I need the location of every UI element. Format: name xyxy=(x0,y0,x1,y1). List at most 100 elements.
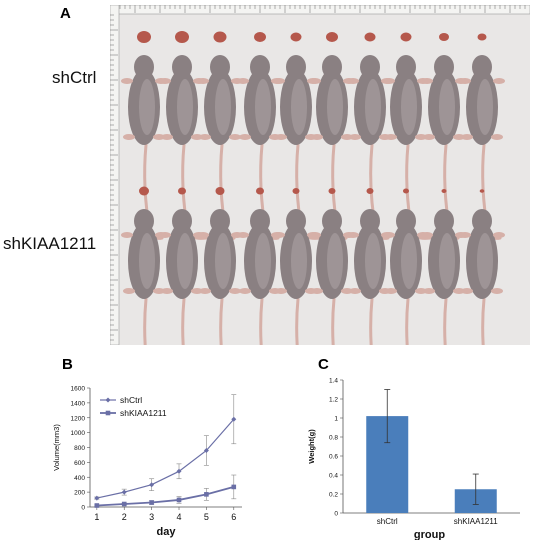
y-tick-label: 0.6 xyxy=(329,454,338,461)
x-tick-label: 1 xyxy=(94,512,99,522)
data-point xyxy=(121,501,127,507)
mouse-paw xyxy=(491,134,503,140)
mouse-paw xyxy=(311,288,323,294)
panel-b-letter: B xyxy=(62,356,73,373)
tumor-shkiaa1211 xyxy=(292,188,300,194)
x-tick-label: shCtrl xyxy=(377,517,398,526)
mouse-belly xyxy=(255,79,271,135)
mouse-paw xyxy=(347,78,359,84)
tumor-shctrl xyxy=(364,32,376,42)
tumor-shctrl xyxy=(477,33,487,41)
mouse-paw xyxy=(423,288,435,294)
mouse-paw xyxy=(461,134,473,140)
x-tick-label: 3 xyxy=(149,512,154,522)
mouse-paw xyxy=(493,78,505,84)
mouse-shkiaa1211-6 xyxy=(309,209,355,345)
mouse-paw xyxy=(161,134,173,140)
mouse-tail xyxy=(331,297,336,345)
panel-a-letter: A xyxy=(60,5,71,22)
mouse-paw xyxy=(239,134,251,140)
y-tick-label: 0 xyxy=(81,505,85,512)
y-tick-label: 0.4 xyxy=(329,473,338,480)
tumor-shctrl xyxy=(439,33,449,41)
y-tick-label: 1.4 xyxy=(329,378,338,385)
mouse-belly xyxy=(401,79,417,135)
data-point xyxy=(204,492,209,497)
mouse-paw xyxy=(199,134,211,140)
mouse-tail xyxy=(143,297,148,345)
mouse-paw xyxy=(309,78,321,84)
mouse-shctrl-8 xyxy=(383,55,432,240)
mouse-tail xyxy=(405,297,410,345)
mouse-paw xyxy=(229,288,241,294)
series-line-shKIAA1211 xyxy=(96,486,235,507)
y-tick-label: 800 xyxy=(74,445,85,452)
data-point xyxy=(94,495,100,501)
tumor-shkiaa1211 xyxy=(403,188,409,194)
mouse-shkiaa1211-10 xyxy=(459,209,505,345)
mouse-paw xyxy=(385,288,397,294)
x-tick-label: 2 xyxy=(122,512,127,522)
group-label-shkiaa1211: shKIAA1211 xyxy=(3,234,97,253)
y-tick-label: 1400 xyxy=(71,400,86,407)
mouse-shkiaa1211-5 xyxy=(273,209,319,345)
tumor-shctrl xyxy=(137,31,151,43)
mouse-belly xyxy=(291,79,307,135)
mouse-belly xyxy=(439,233,455,289)
mouse-paw xyxy=(311,134,323,140)
mouse-paw xyxy=(123,134,135,140)
mouse-tail xyxy=(181,297,186,345)
mouse-shkiaa1211-3 xyxy=(197,209,243,345)
tumor-weight-bar-chart: 0 0.2 0.4 0.6 0.8 1 1.2 1.4 shCtrl shKIAA1211 Weig… xyxy=(307,378,520,540)
mouse-tail xyxy=(481,297,486,345)
mouse-paw xyxy=(159,232,171,238)
ruler-left xyxy=(110,5,120,345)
mouse-belly xyxy=(327,79,343,135)
data-point xyxy=(94,503,100,508)
x-tick-label: 4 xyxy=(177,512,182,522)
y-tick-label: 600 xyxy=(74,460,85,467)
legend-marker xyxy=(105,410,111,416)
group-label-shctrl: shCtrl xyxy=(52,68,97,87)
mouse-paw xyxy=(493,232,505,238)
data-point xyxy=(176,468,182,474)
y-tick-label: 0 xyxy=(334,511,338,518)
y-axis-label: Weight(g) xyxy=(307,429,316,464)
data-point xyxy=(231,484,237,490)
mouse-paw xyxy=(421,78,433,84)
mouse-belly xyxy=(327,233,343,289)
mouse-tail xyxy=(443,297,448,345)
mouse-paw xyxy=(121,232,133,238)
mouse-belly xyxy=(177,233,193,289)
y-axis-label: Volume(mm3) xyxy=(52,424,61,471)
mouse-paw xyxy=(121,78,133,84)
mouse-paw xyxy=(349,134,361,140)
mouse-xenograft-photo xyxy=(110,5,530,345)
mouse-paw xyxy=(197,78,209,84)
mouse-shctrl-6 xyxy=(309,55,355,240)
tumor-shkiaa1211 xyxy=(215,187,225,195)
mouse-belly xyxy=(477,233,493,289)
mouse-tail xyxy=(369,297,374,345)
mouse-paw xyxy=(273,232,285,238)
mouse-paw xyxy=(423,134,435,140)
y-tick-label: 200 xyxy=(74,490,85,497)
mouse-paw xyxy=(275,134,287,140)
mouse-belly xyxy=(215,233,231,289)
tumor-shctrl xyxy=(213,31,227,43)
y-tick-label: 1 xyxy=(334,416,338,423)
mouse-paw xyxy=(349,288,361,294)
x-tick-label: 6 xyxy=(231,512,236,522)
tumor-shctrl xyxy=(290,32,302,42)
data-point xyxy=(149,482,155,488)
mouse-belly xyxy=(477,79,493,135)
y-tick-label: 400 xyxy=(74,475,85,482)
mouse-shctrl-10 xyxy=(459,55,505,240)
x-axis-label: group xyxy=(414,529,445,540)
mouse-belly xyxy=(439,79,455,135)
mouse-belly xyxy=(401,233,417,289)
mouse-paw xyxy=(385,134,397,140)
mouse-paw xyxy=(237,232,249,238)
data-point xyxy=(231,416,237,422)
mouse-paw xyxy=(273,78,285,84)
